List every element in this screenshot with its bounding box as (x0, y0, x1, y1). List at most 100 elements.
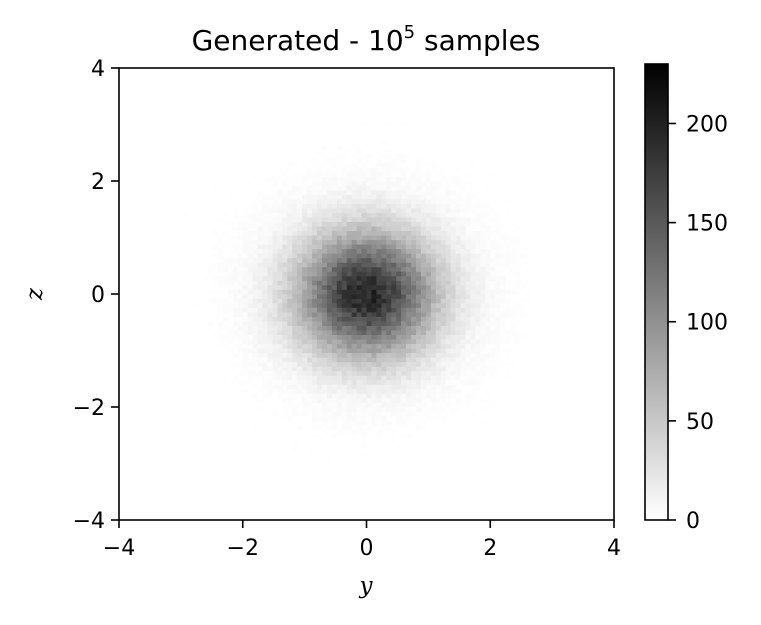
heatmap-cell (450, 257, 456, 263)
heatmap-cell (227, 221, 234, 227)
heatmap-cell (401, 203, 407, 209)
heatmap-cell (262, 280, 268, 286)
heatmap-cell (440, 167, 447, 173)
heatmap-cell (515, 339, 521, 345)
heatmap-cell (262, 316, 268, 322)
heatmap-cell (470, 343, 476, 349)
heatmap-cell (450, 294, 456, 299)
heatmap-cell (495, 239, 501, 245)
heatmap-cell (425, 366, 432, 372)
heatmap-cell (420, 370, 427, 376)
heatmap-cell (465, 397, 471, 403)
heatmap-cell (510, 312, 516, 317)
heatmap-cell (430, 366, 437, 372)
heatmap-cell (376, 171, 382, 177)
heatmap-cell (297, 212, 303, 218)
heatmap-cell (376, 316, 382, 322)
heatmap-cell (351, 181, 357, 186)
heatmap-cell (475, 235, 481, 241)
heatmap-cell (282, 176, 288, 182)
heatmap-cell (292, 366, 298, 372)
heatmap-cell (460, 275, 466, 281)
heatmap-cell (302, 307, 308, 313)
heatmap-cell (430, 298, 437, 304)
heatmap-cell (341, 262, 348, 268)
heatmap-cell (495, 312, 501, 317)
heatmap-cell (406, 253, 412, 259)
heatmap-cell (366, 176, 372, 182)
heatmap-cell (292, 397, 298, 403)
heatmap-cell (455, 257, 461, 263)
heatmap-cell (317, 176, 323, 182)
heatmap-cell (366, 325, 372, 331)
heatmap-cell (406, 334, 412, 340)
heatmap-cell (213, 280, 219, 286)
heatmap-cell (222, 266, 229, 272)
heatmap-cell (317, 307, 323, 313)
heatmap-cell (366, 416, 372, 421)
heatmap-cell (257, 226, 263, 232)
heatmap-cell (430, 357, 437, 363)
heatmap-cell (411, 235, 417, 241)
heatmap-cell (341, 284, 348, 290)
heatmap-cell (480, 262, 486, 268)
heatmap-cell (381, 330, 387, 336)
heatmap-cell (287, 397, 293, 403)
heatmap-cell (351, 171, 357, 177)
heatmap-cell (386, 176, 392, 182)
heatmap-cell (287, 366, 293, 372)
heatmap-cell (440, 194, 447, 200)
heatmap-cell (326, 212, 333, 218)
heatmap-cell (247, 203, 253, 209)
heatmap-cell (371, 239, 377, 245)
heatmap-cell (237, 275, 244, 281)
heatmap-cell (396, 407, 402, 412)
heatmap-cell (321, 212, 328, 218)
heatmap-cell (346, 176, 352, 182)
heatmap-cell (470, 244, 476, 250)
heatmap-cell (346, 316, 352, 322)
heatmap-cell (495, 325, 501, 331)
heatmap-cell (282, 298, 288, 304)
heatmap-cell (420, 366, 427, 372)
heatmap-cell (475, 262, 481, 268)
heatmap-cell (302, 384, 308, 390)
heatmap-cell (292, 443, 298, 449)
heatmap-cell (262, 217, 268, 223)
heatmap-cell (272, 388, 278, 394)
heatmap-cell (376, 298, 382, 304)
heatmap-cell (416, 153, 422, 159)
heatmap-cell (430, 325, 437, 331)
heatmap-cell (252, 176, 258, 182)
heatmap-cell (302, 339, 308, 345)
heatmap-cell (396, 266, 402, 272)
heatmap-cell (312, 420, 318, 426)
heatmap-cell (297, 171, 303, 177)
heatmap-cell (425, 167, 432, 173)
heatmap-cell (425, 203, 432, 209)
heatmap-cell (376, 411, 382, 417)
heatmap-cell (500, 361, 506, 367)
y-tick-label: 0 (91, 283, 105, 308)
heatmap-cell (386, 149, 392, 155)
heatmap-cell (346, 357, 352, 363)
heatmap-cell (470, 190, 476, 195)
heatmap-cell (391, 438, 397, 444)
heatmap-cell (321, 348, 328, 354)
heatmap-cell (351, 334, 357, 340)
heatmap-cell (232, 334, 239, 340)
heatmap-cell (341, 212, 348, 218)
heatmap-cell (391, 158, 397, 164)
heatmap-cell (302, 266, 308, 272)
heatmap-cell (331, 384, 338, 390)
heatmap-cell (331, 208, 338, 213)
heatmap-cell (312, 402, 318, 408)
heatmap-cell (341, 230, 348, 236)
heatmap-cell (430, 271, 437, 277)
heatmap-cell (321, 271, 328, 277)
heatmap-cell (326, 375, 333, 381)
heatmap-cell (366, 434, 372, 439)
heatmap-cell (267, 266, 273, 272)
heatmap-cell (346, 375, 352, 381)
heatmap-cell (420, 262, 427, 268)
